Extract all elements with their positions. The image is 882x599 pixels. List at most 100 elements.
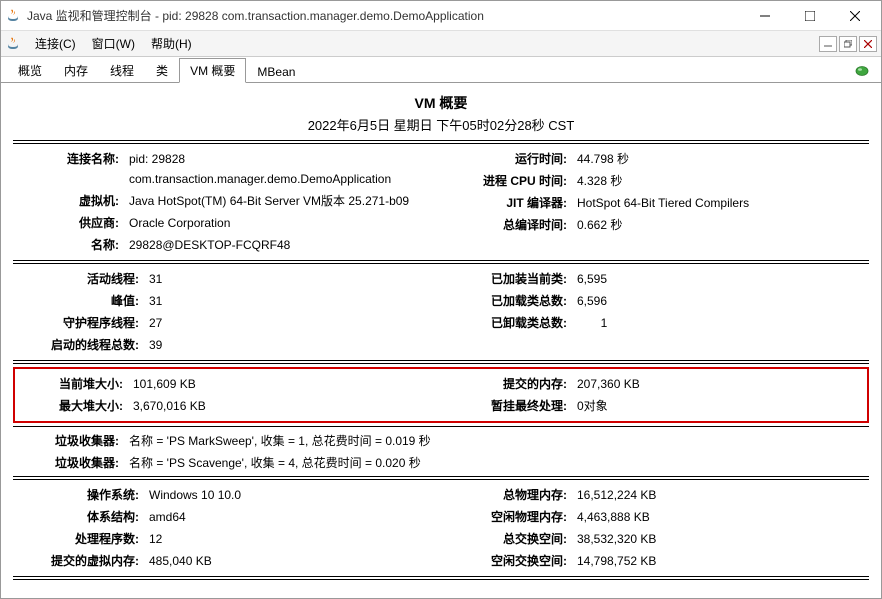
label: 空闲交换空间:: [441, 551, 571, 571]
menu-window[interactable]: 窗口(W): [84, 33, 143, 54]
label: 虚拟机:: [13, 191, 123, 211]
tab-overview[interactable]: 概览: [7, 58, 53, 83]
mdi-close-button[interactable]: [859, 36, 877, 52]
threads-classes-section: 活动线程:31 峰值:31 守护程序线程:27 启动的线程总数:39 已加装当前…: [13, 266, 869, 358]
value: 1: [571, 313, 631, 333]
label: 垃圾收集器:: [13, 431, 123, 451]
java-icon: [5, 8, 21, 24]
tab-mbean[interactable]: MBean: [246, 61, 306, 83]
value: pid: 29828 com.transaction.manager.demo.…: [123, 149, 441, 189]
label: 运行时间:: [441, 149, 571, 169]
value: 16,512,224 KB: [571, 485, 869, 505]
value: 27: [143, 313, 441, 333]
divider: [13, 576, 869, 577]
mdi-restore-button[interactable]: [839, 36, 857, 52]
value: 101,609 KB: [127, 374, 441, 394]
window-controls: [742, 2, 877, 30]
titlebar: Java 监视和管理控制台 - pid: 29828 com.transacti…: [1, 1, 881, 31]
value: HotSpot 64-Bit Tiered Compilers: [571, 193, 869, 213]
value: 名称 = 'PS Scavenge', 收集 = 4, 总花费时间 = 0.02…: [123, 453, 869, 473]
label: 已加载类总数:: [441, 291, 571, 311]
label: 启动的线程总数:: [13, 335, 143, 355]
value: 4,463,888 KB: [571, 507, 869, 527]
label: 提交的内存:: [441, 374, 571, 394]
divider: [13, 579, 869, 580]
menu-help[interactable]: 帮助(H): [143, 33, 200, 54]
value: 3,670,016 KB: [127, 396, 441, 416]
value: 6,595: [571, 269, 869, 289]
gc-section: 垃圾收集器:名称 = 'PS MarkSweep', 收集 = 1, 总花费时间…: [13, 430, 869, 474]
label: 名称:: [13, 235, 123, 255]
tab-vm-summary[interactable]: VM 概要: [179, 58, 246, 83]
label: 体系结构:: [13, 507, 143, 527]
vm-summary-title: VM 概要: [13, 93, 869, 113]
mdi-minimize-button[interactable]: [819, 36, 837, 52]
divider: [13, 363, 869, 364]
value: Java HotSpot(TM) 64-Bit Server VM版本 25.2…: [123, 191, 441, 211]
heap-section: 当前堆大小:101,609 KB 最大堆大小:3,670,016 KB 提交的内…: [17, 373, 865, 417]
os-section: 操作系统:Windows 10 10.0 体系结构:amd64 处理程序数:12…: [13, 482, 869, 574]
java-icon: [5, 36, 21, 52]
value: Oracle Corporation: [123, 213, 441, 233]
minimize-button[interactable]: [742, 2, 787, 30]
tab-memory[interactable]: 内存: [53, 58, 99, 83]
divider: [13, 479, 869, 480]
value: 4.328 秒: [571, 171, 869, 191]
label: 操作系统:: [13, 485, 143, 505]
value: 44.798 秒: [571, 149, 869, 169]
label: JIT 编译器:: [441, 193, 571, 213]
label: 当前堆大小:: [17, 374, 127, 394]
value: 名称 = 'PS MarkSweep', 收集 = 1, 总花费时间 = 0.0…: [123, 431, 869, 451]
vm-summary-panel: VM 概要 2022年6月5日 星期日 下午05时02分28秒 CST 连接名称…: [1, 83, 881, 598]
divider: [13, 143, 869, 144]
value: 39: [143, 335, 441, 355]
value: 0.662 秒: [571, 215, 869, 235]
label: 总物理内存:: [441, 485, 571, 505]
close-button[interactable]: [832, 2, 877, 30]
value: 12: [143, 529, 441, 549]
tab-classes[interactable]: 类: [145, 58, 179, 83]
tabbar: 概览 内存 线程 类 VM 概要 MBean: [1, 57, 881, 83]
divider: [13, 360, 869, 361]
label: 处理程序数:: [13, 529, 143, 549]
value: 31: [143, 291, 441, 311]
label: 连接名称:: [13, 149, 123, 189]
connection-section: 连接名称:pid: 29828 com.transaction.manager.…: [13, 146, 869, 258]
divider: [13, 140, 869, 141]
label: 已卸载类总数:: [441, 313, 571, 333]
label: 总交换空间:: [441, 529, 571, 549]
window-title: Java 监视和管理控制台 - pid: 29828 com.transacti…: [27, 7, 742, 24]
label: 守护程序线程:: [13, 313, 143, 333]
value: 207,360 KB: [571, 374, 865, 394]
label: 最大堆大小:: [17, 396, 127, 416]
value: 0对象: [571, 396, 865, 416]
value: 31: [143, 269, 441, 289]
connection-status-icon: [855, 64, 869, 78]
tab-threads[interactable]: 线程: [99, 58, 145, 83]
label: 总编译时间:: [441, 215, 571, 235]
value: amd64: [143, 507, 441, 527]
value: 29828@DESKTOP-FCQRF48: [123, 235, 441, 255]
label: 峰值:: [13, 291, 143, 311]
menu-connect[interactable]: 连接(C): [27, 33, 84, 54]
value: Windows 10 10.0: [143, 485, 441, 505]
value: 14,798,752 KB: [571, 551, 869, 571]
divider: [13, 476, 869, 477]
divider: [13, 263, 869, 264]
value: 6,596: [571, 291, 869, 311]
maximize-button[interactable]: [787, 2, 832, 30]
app-window: Java 监视和管理控制台 - pid: 29828 com.transacti…: [0, 0, 882, 599]
vm-header: VM 概要 2022年6月5日 星期日 下午05时02分28秒 CST: [13, 87, 869, 138]
label: 活动线程:: [13, 269, 143, 289]
value: 485,040 KB: [143, 551, 441, 571]
label: 提交的虚拟内存:: [13, 551, 143, 571]
label: 空闲物理内存:: [441, 507, 571, 527]
label: 供应商:: [13, 213, 123, 233]
label: 已加装当前类:: [441, 269, 571, 289]
heap-highlight-box: 当前堆大小:101,609 KB 最大堆大小:3,670,016 KB 提交的内…: [13, 367, 869, 423]
divider: [13, 426, 869, 427]
label: 垃圾收集器:: [13, 453, 123, 473]
label: 进程 CPU 时间:: [441, 171, 571, 191]
vm-summary-timestamp: 2022年6月5日 星期日 下午05时02分28秒 CST: [13, 115, 869, 134]
divider: [13, 260, 869, 261]
